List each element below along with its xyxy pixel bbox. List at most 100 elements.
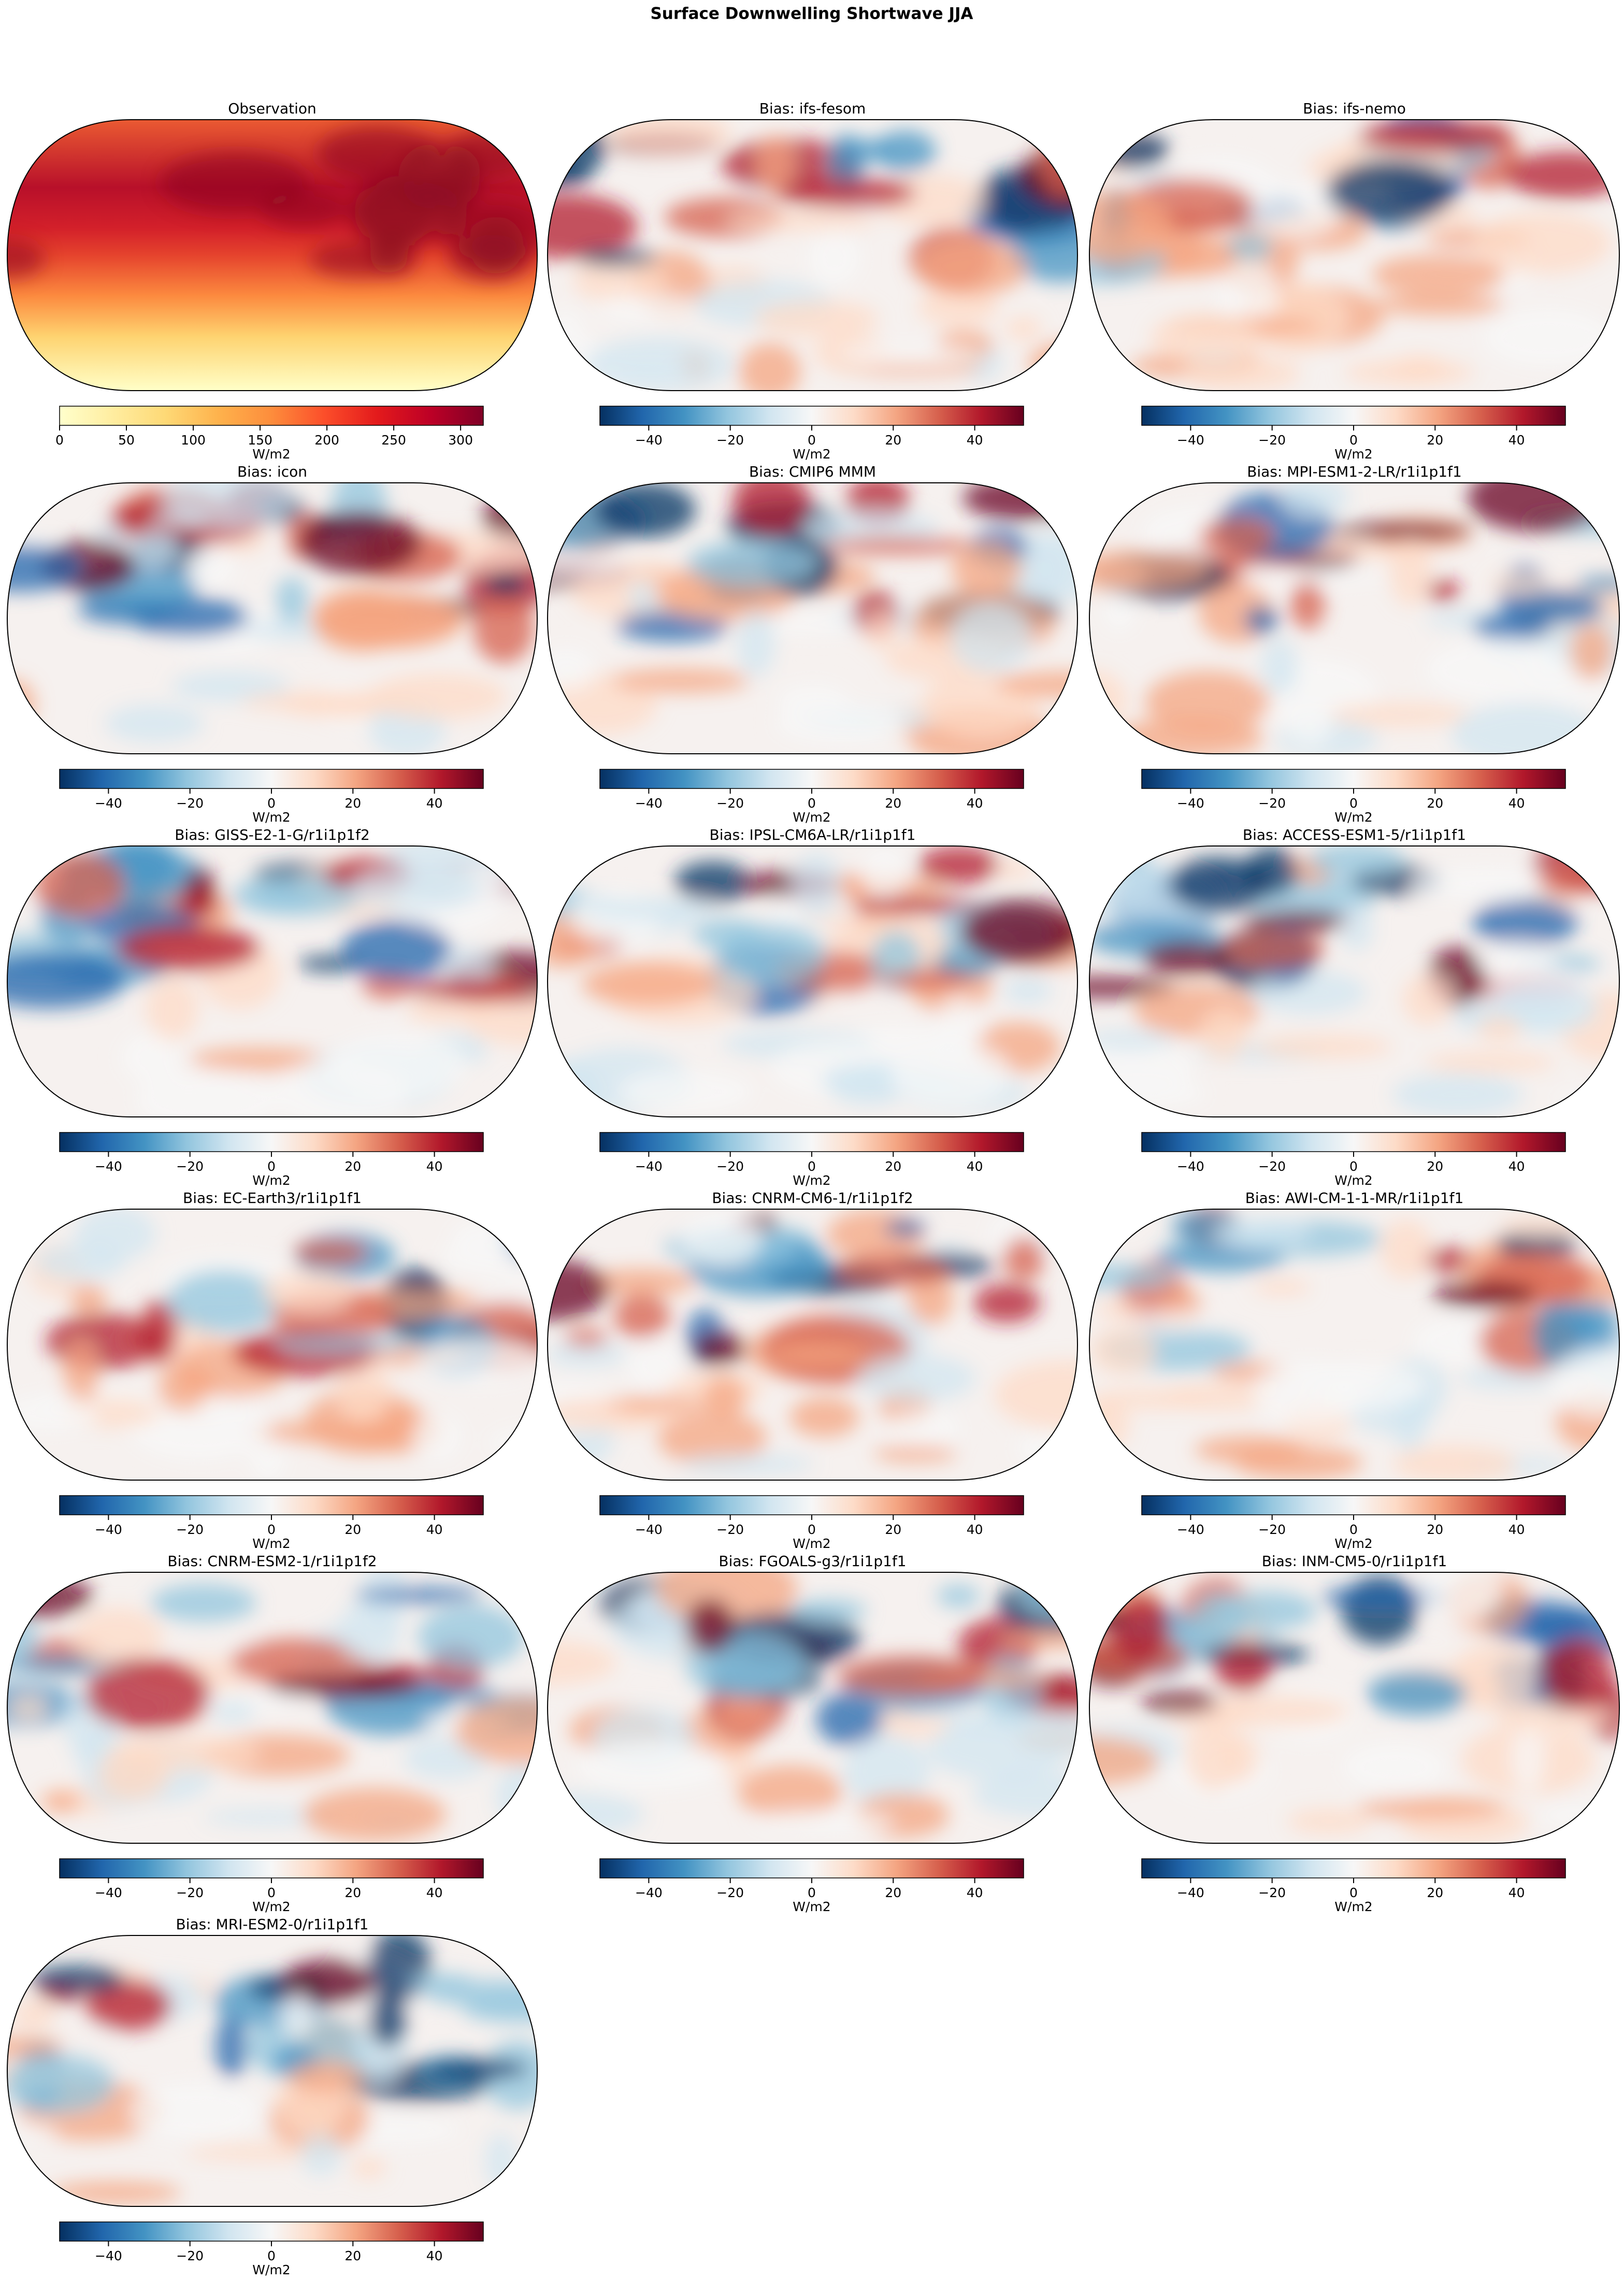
map-blob xyxy=(202,1809,335,1826)
colorbar-tick-label: −40 xyxy=(635,1885,663,1900)
colorbar-tick-label: 0 xyxy=(1349,1885,1358,1900)
map-outline xyxy=(1088,482,1620,754)
map-blob xyxy=(702,1375,746,1418)
colorbar-tick-label: −20 xyxy=(1258,1522,1286,1537)
map-blob xyxy=(732,483,810,536)
map-blob xyxy=(1215,1641,1272,1693)
colorbar-tick-label: 40 xyxy=(1508,1522,1525,1537)
colorbar-tick-label: −20 xyxy=(176,1522,204,1537)
colorbar-tick-label: 40 xyxy=(967,1522,983,1537)
colorbar-tick-label: −40 xyxy=(1177,1522,1204,1537)
colorbar-tick-label: 20 xyxy=(1427,433,1443,448)
panel-title: Bias: ACCESS-ESM1-5/r1i1p1f1 xyxy=(1243,826,1466,843)
map-blob xyxy=(973,1283,1041,1323)
colorbar-tick-label: 0 xyxy=(267,1885,276,1900)
map-blob xyxy=(789,1397,859,1438)
map-blob xyxy=(282,1991,314,2038)
map-blob xyxy=(152,510,209,528)
colorbar-tick-label: 20 xyxy=(885,1159,901,1174)
map-texture xyxy=(1089,120,1619,391)
map-blob xyxy=(1482,307,1616,369)
map-blob xyxy=(294,1239,368,1266)
map-blob xyxy=(1253,1279,1311,1296)
map-blob xyxy=(1185,1720,1241,1791)
map-blob xyxy=(1468,483,1607,532)
colorbar-tick-label: −40 xyxy=(1177,1885,1204,1900)
map-blob xyxy=(1089,1029,1175,1051)
map-blob xyxy=(1329,703,1470,727)
colorbar-tick-label: 50 xyxy=(118,433,135,448)
map-blob xyxy=(1244,606,1278,634)
map-blob xyxy=(1372,254,1505,296)
map-blob xyxy=(1199,517,1274,556)
colorbar-tick-label: 0 xyxy=(55,433,64,448)
map-blob xyxy=(1339,903,1373,952)
map-blob xyxy=(890,1041,1011,1109)
map xyxy=(1089,1209,1619,1480)
colorbar-tick-label: −40 xyxy=(1177,433,1204,448)
map-blob xyxy=(1511,1723,1545,1794)
colorbar-label: W/m2 xyxy=(252,1173,290,1188)
map-blob xyxy=(548,1059,602,1117)
map-blob xyxy=(737,1765,842,1819)
map-blob xyxy=(128,529,178,568)
colorbar-tick-label: −40 xyxy=(1177,1159,1204,1174)
map xyxy=(7,483,537,754)
map-blob xyxy=(950,601,1032,674)
map-blob xyxy=(994,1360,1077,1430)
map-outline xyxy=(6,845,538,1117)
colorbar-tick-label: −20 xyxy=(1258,796,1286,811)
map-outline xyxy=(1088,1209,1620,1481)
map-outline xyxy=(547,482,1079,754)
panel-title: Bias: CMIP6 MMM xyxy=(749,463,876,480)
map-blob xyxy=(1101,593,1138,633)
map-blob xyxy=(586,1268,695,1296)
map-blob xyxy=(300,2132,342,2176)
map-blob xyxy=(1516,591,1604,624)
map-blob xyxy=(105,704,204,743)
colorbar-tick-label: 40 xyxy=(426,1159,443,1174)
map xyxy=(548,846,1077,1117)
map-blob xyxy=(8,1695,49,1720)
map-blob xyxy=(1472,212,1611,275)
map-blob xyxy=(1261,637,1298,695)
map-blob xyxy=(185,2143,336,2161)
map-blob xyxy=(407,978,537,1001)
map-blob xyxy=(249,1434,287,1480)
map-blob xyxy=(1543,1638,1614,1711)
panel-title: Bias: MPI-ESM1-2-LR/r1i1p1f1 xyxy=(1247,463,1462,480)
map-blob xyxy=(1498,1216,1580,1237)
colorbar-tick-label: 20 xyxy=(344,796,361,811)
map-blob xyxy=(1094,132,1169,167)
colorbar-tick-label: −20 xyxy=(1258,1159,1286,1174)
map-blob xyxy=(175,890,218,919)
colorbar xyxy=(599,1495,1024,1515)
colorbar-tick-label: −40 xyxy=(635,1522,663,1537)
colorbar-label: W/m2 xyxy=(1334,447,1372,462)
map-blob xyxy=(1326,160,1455,224)
map-blob xyxy=(823,536,973,555)
colorbar-tick-label: −40 xyxy=(95,1885,122,1900)
colorbar-tick-label: 0 xyxy=(1349,1159,1358,1174)
map-blob xyxy=(937,1584,981,1608)
colorbar-label: W/m2 xyxy=(252,447,290,462)
map-blob xyxy=(7,2036,64,2058)
colorbar xyxy=(59,1132,484,1152)
map-blob xyxy=(1477,1015,1522,1042)
map-blob xyxy=(1287,707,1332,747)
map-blob xyxy=(150,1584,256,1622)
map-blob xyxy=(1421,1247,1474,1273)
map-blob xyxy=(655,1572,798,1626)
map-blob xyxy=(843,1735,930,1807)
colorbar-tick-label: 40 xyxy=(426,1885,443,1900)
map-blob xyxy=(1089,977,1177,998)
colorbar-tick-label: −20 xyxy=(716,1159,744,1174)
map-blob xyxy=(171,670,290,702)
map-blob xyxy=(210,1700,255,1723)
map-texture xyxy=(7,846,537,1117)
map-blob xyxy=(1331,522,1472,540)
map-blob xyxy=(725,211,880,231)
map-blob xyxy=(874,130,936,173)
map-blob xyxy=(686,540,817,587)
